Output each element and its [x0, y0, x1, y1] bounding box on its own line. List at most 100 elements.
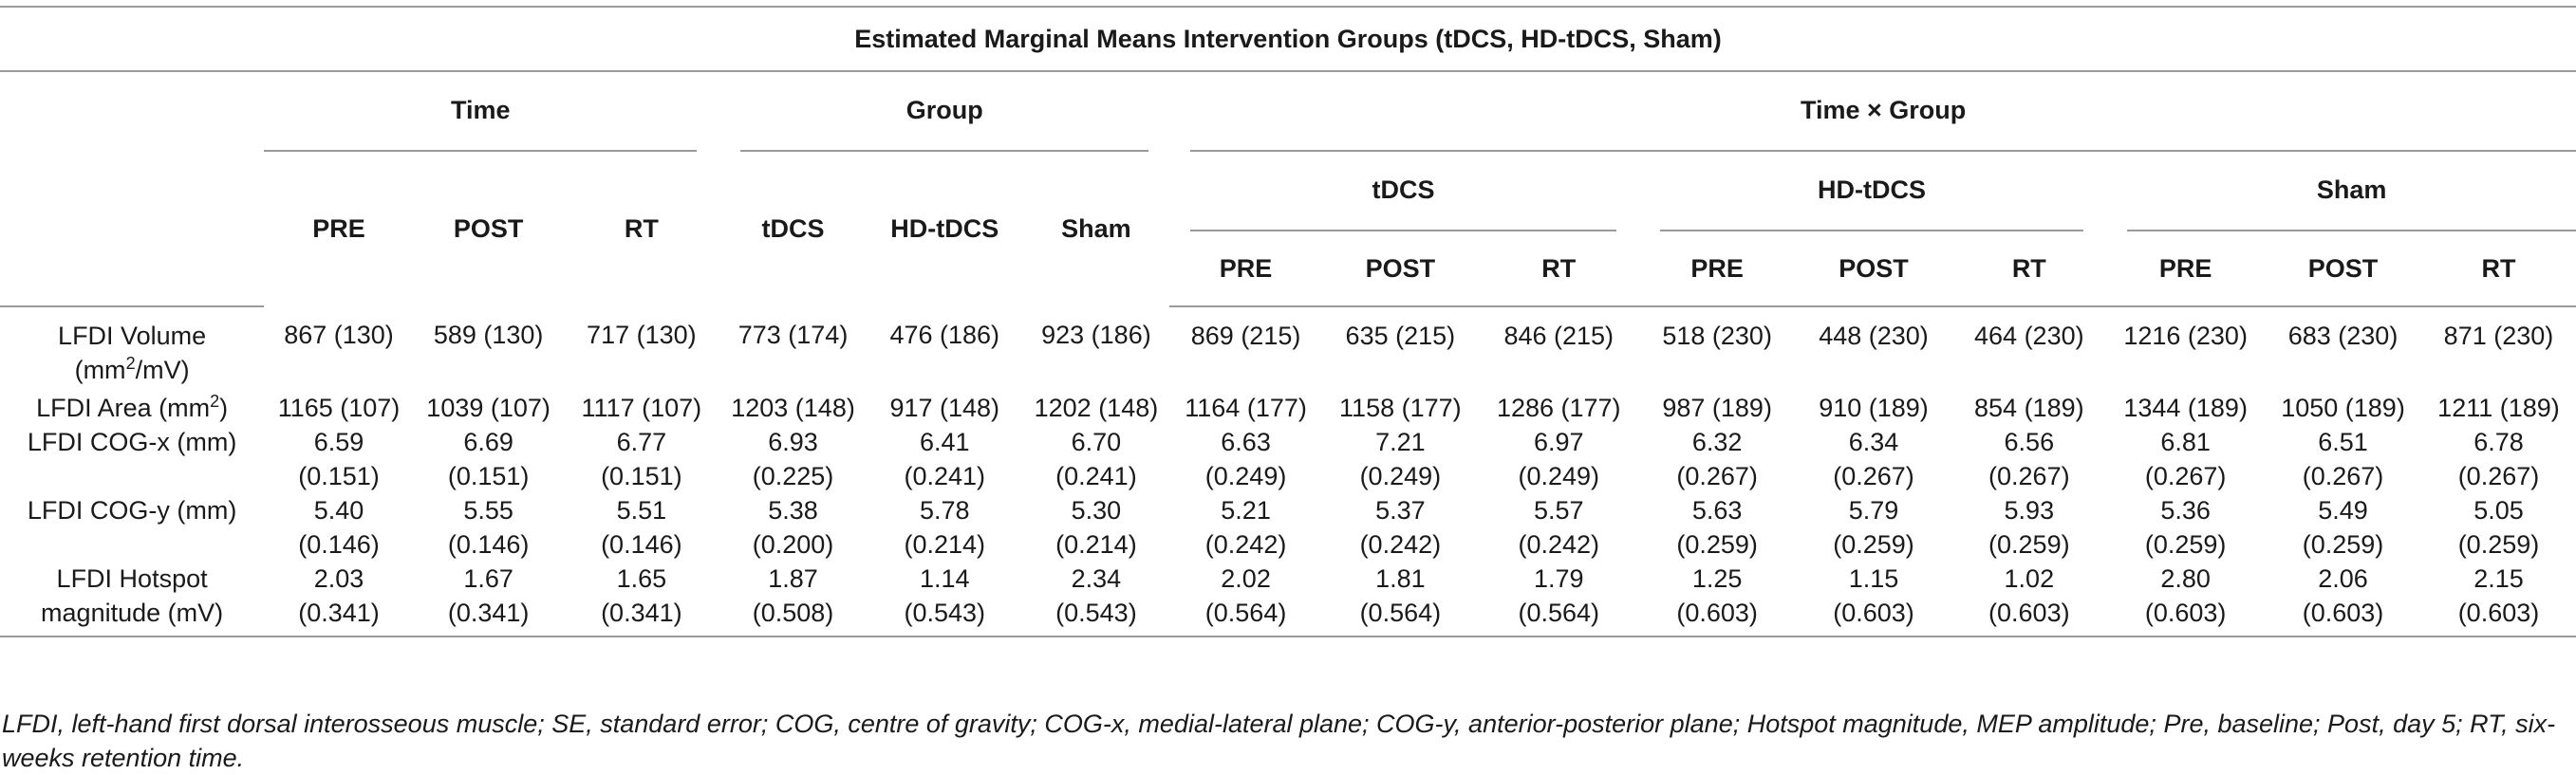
cell-se: (0.259) — [2457, 530, 2540, 559]
col-time-pre: PRE — [312, 214, 365, 243]
cell-mean: 5.49 — [2318, 496, 2368, 525]
cell-value: 1164 (177) — [1185, 394, 1307, 422]
cell-mean: 5.37 — [1375, 496, 1426, 525]
col-tg-sham-rt: RT — [2420, 231, 2576, 307]
cell-value: 5.40 (0.146) — [264, 493, 414, 562]
cell-value: 5.21 (0.242) — [1169, 493, 1322, 562]
cell-mean: 5.57 — [1533, 496, 1584, 525]
cell-mean: 6.81 — [2160, 428, 2211, 456]
cell-value: 464 (230) — [1974, 322, 2084, 350]
cell-se: (0.146) — [447, 530, 530, 559]
cell-value: 1.81 (0.564) — [1321, 562, 1479, 637]
cell-mean: 6.41 — [919, 428, 970, 456]
cell-mean: 2.15 — [2473, 564, 2524, 593]
cell-value: 6.32 (0.267) — [1639, 425, 1796, 493]
cell-mean: 5.36 — [2160, 496, 2211, 525]
cell-mean: 1.67 — [463, 564, 513, 593]
cell-value: 448 (230) — [1819, 322, 1929, 350]
cell-mean: 5.30 — [1071, 496, 1122, 525]
cell-se: (0.603) — [1676, 599, 1758, 627]
cell-value: 846 (215) — [1503, 322, 1615, 350]
cell-mean: 7.21 — [1375, 428, 1426, 456]
col-time-post: POST — [453, 214, 524, 243]
cell-se: (0.242) — [1518, 530, 1600, 559]
cell-mean: 2.03 — [313, 564, 364, 593]
cell-value: 2.34 (0.543) — [1022, 562, 1170, 637]
cell-value: 2.02 (0.564) — [1169, 562, 1322, 637]
row-label: LFDI COG-y (mm) — [27, 496, 237, 525]
cell-mean: 6.70 — [1071, 428, 1122, 456]
tg-header-hdtdcs-label: HD-tDCS — [1659, 152, 2084, 231]
cell-value: 5.55 (0.146) — [414, 493, 564, 562]
cell-value: 5.30 (0.214) — [1023, 493, 1170, 562]
cell-se: (0.242) — [1204, 530, 1287, 559]
cell-se: (0.249) — [1518, 462, 1600, 490]
cell-value: 5.79 (0.259) — [1796, 493, 1952, 562]
cell-mean: 6.32 — [1691, 428, 1743, 456]
cell-mean: 5.51 — [616, 496, 667, 525]
cell-value: 6.81 (0.267) — [2106, 425, 2265, 493]
cell-value: 5.57 (0.242) — [1479, 493, 1639, 562]
cell-value: 6.41 (0.241) — [867, 425, 1023, 493]
tg-header-tdcs: tDCS — [1169, 152, 1639, 231]
cell-value: 1.15 (0.603) — [1795, 562, 1952, 637]
cell-value: 6.34 (0.267) — [1796, 425, 1952, 493]
cell-value: 6.63 (0.249) — [1169, 425, 1322, 493]
cell-value: 6.56 (0.267) — [1951, 425, 2106, 493]
table-row: LFDI Volume (mm2/mV) 867 (130) 589 (130)… — [0, 306, 2576, 387]
tg-header-tdcs-label: tDCS — [1190, 152, 1616, 231]
col-tg-sham-pre: PRE — [2106, 231, 2266, 307]
cell-value: 635 (215) — [1345, 322, 1456, 350]
header-time-x-group-label: Time × Group — [1190, 72, 2576, 152]
cell-value: 6.93 (0.225) — [719, 425, 867, 493]
table-row: LFDI Area (mm2) 1165 (107) 1039 (107) 11… — [0, 387, 2576, 425]
col-group-tdcs: tDCS — [761, 214, 825, 243]
cell-value: 6.51 (0.267) — [2265, 425, 2421, 493]
table-row: LFDI Hotspot magnitude (mV) 2.03 (0.341) 1… — [0, 562, 2576, 637]
cell-value: 476 (186) — [889, 321, 1000, 349]
cell-mean: 2.06 — [2318, 564, 2368, 593]
col-tg-tdcs-post: POST — [1321, 231, 1479, 307]
table-row: LFDI COG-x (mm) 6.59 (0.151) 6.69 (0.151) 6.… — [0, 425, 2576, 493]
cell-value: 1158 (177) — [1339, 394, 1462, 422]
col-group-hdtdcs: HD-tDCS — [890, 214, 999, 243]
cell-value: 5.51 (0.146) — [563, 493, 719, 562]
row-label: LFDI COG-x (mm) — [27, 428, 237, 456]
col-tg-hdtdcs-pre: PRE — [1638, 231, 1796, 307]
cell-se: (0.543) — [904, 599, 986, 627]
cell-se: (0.225) — [752, 462, 834, 490]
cell-mean: 6.56 — [2004, 428, 2055, 456]
cell-value: 1.14 (0.543) — [866, 562, 1023, 637]
cell-se: (0.603) — [2144, 599, 2227, 627]
cell-value: 1.67 (0.341) — [413, 562, 564, 637]
cell-mean: 2.80 — [2160, 564, 2211, 593]
cell-value: 6.77 (0.151) — [563, 425, 719, 493]
row-label: LFDI Hotspot magnitude (mV) — [0, 562, 265, 637]
cell-value: 1.87 (0.508) — [719, 562, 867, 637]
table-row: LFDI COG-y (mm) 5.40 (0.146) 5.55 (0.146) 5.… — [0, 493, 2576, 562]
cell-se: (0.146) — [601, 530, 682, 559]
cell-mean: 6.63 — [1221, 428, 1271, 456]
cell-se: (0.214) — [904, 530, 986, 559]
cell-value: 2.06 (0.603) — [2265, 562, 2421, 637]
cell-mean: 1.87 — [768, 564, 818, 593]
cell-mean: 2.02 — [1221, 564, 1271, 593]
cell-se: (0.151) — [298, 462, 380, 490]
cell-se: (0.508) — [752, 599, 834, 627]
cell-se: (0.267) — [2144, 462, 2227, 490]
header-time: Time — [264, 71, 719, 152]
cell-value: 1039 (107) — [426, 394, 551, 422]
cell-mean: 6.78 — [2473, 428, 2524, 456]
cell-value: 6.70 (0.241) — [1023, 425, 1170, 493]
cell-value: 2.80 (0.603) — [2106, 562, 2266, 637]
cell-mean: 5.79 — [1848, 496, 1899, 525]
col-time-rt: RT — [624, 214, 659, 243]
cell-value: 6.78 (0.267) — [2421, 425, 2576, 493]
cell-mean: 6.69 — [463, 428, 513, 456]
cell-mean: 1.79 — [1533, 564, 1584, 593]
cell-value: 1202 (148) — [1034, 394, 1159, 422]
cell-se: (0.564) — [1518, 599, 1600, 627]
cell-value: 917 (148) — [889, 394, 1000, 422]
cell-se: (0.259) — [1833, 530, 1914, 559]
